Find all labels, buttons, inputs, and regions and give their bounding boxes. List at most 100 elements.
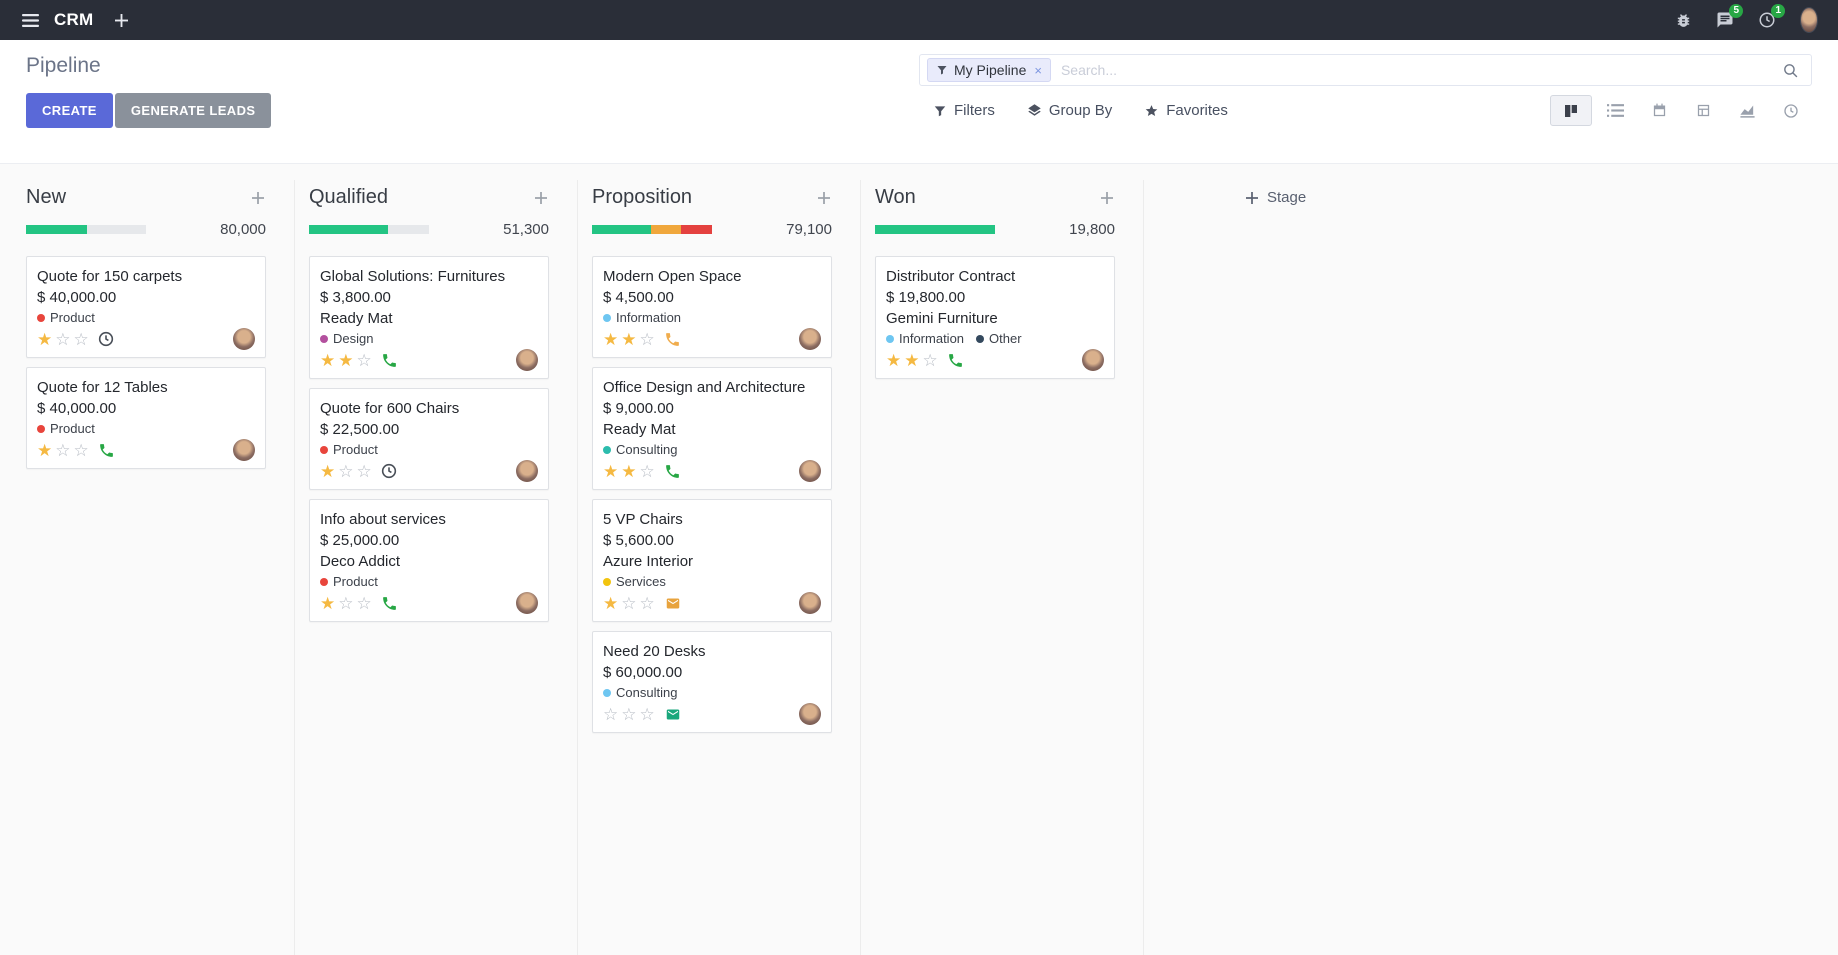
kanban-card[interactable]: Global Solutions: Furnitures $ 3,800.00 … [309,256,549,379]
star-filled-icon[interactable]: ★ [320,350,336,370]
card-avatar[interactable] [516,349,538,371]
star-empty-icon[interactable]: ☆ [922,350,938,370]
card-avatar[interactable] [233,328,255,350]
messages-button[interactable]: 5 [1710,4,1743,35]
star-empty-icon[interactable]: ☆ [639,704,655,724]
apps-menu-button[interactable] [14,4,46,36]
search-bar[interactable]: My Pipeline × [919,54,1812,86]
card-avatar[interactable] [233,439,255,461]
card-activity-button[interactable] [98,442,115,459]
star-empty-icon[interactable]: ☆ [338,593,354,613]
star-empty-icon[interactable]: ☆ [55,329,71,349]
star-empty-icon[interactable]: ☆ [338,461,354,481]
star-empty-icon[interactable]: ☆ [639,593,655,613]
star-filled-icon[interactable]: ★ [37,440,53,460]
column-progressbar[interactable] [309,225,429,234]
activities-button[interactable]: 1 [1752,4,1785,35]
column-add-record-button[interactable] [1099,190,1115,206]
card-avatar[interactable] [799,328,821,350]
star-filled-icon[interactable]: ★ [603,461,619,481]
star-filled-icon[interactable]: ★ [37,329,53,349]
star-filled-icon[interactable]: ★ [904,350,920,370]
view-calendar-button[interactable] [1638,95,1680,126]
column-title[interactable]: Qualified [309,186,388,208]
column-add-record-button[interactable] [250,190,266,206]
app-name[interactable]: CRM [54,10,94,29]
filters-button[interactable]: Filters [931,98,997,123]
star-empty-icon[interactable]: ☆ [639,329,655,349]
card-avatar[interactable] [516,460,538,482]
column-add-record-button[interactable] [816,190,832,206]
star-empty-icon[interactable]: ☆ [55,440,71,460]
star-empty-icon[interactable]: ☆ [603,704,619,724]
star-filled-icon[interactable]: ★ [603,329,619,349]
view-pivot-button[interactable] [1682,95,1724,126]
star-empty-icon[interactable]: ☆ [621,593,637,613]
card-activity-button[interactable] [664,463,681,480]
kanban-card[interactable]: Quote for 600 Chairs $ 22,500.00 Product… [309,388,549,490]
debug-button[interactable] [1668,5,1698,35]
create-button[interactable]: CREATE [26,93,113,128]
search-input[interactable] [1050,62,1780,78]
star-empty-icon[interactable]: ☆ [356,593,372,613]
card-avatar[interactable] [799,703,821,725]
star-empty-icon[interactable]: ☆ [73,440,89,460]
kanban-card[interactable]: 5 VP Chairs $ 5,600.00 Azure Interior Se… [592,499,832,622]
column-progressbar[interactable] [26,225,146,234]
user-menu-button[interactable] [1794,5,1824,35]
star-empty-icon[interactable]: ☆ [356,350,372,370]
star-filled-icon[interactable]: ★ [621,461,637,481]
column-title[interactable]: New [26,186,67,208]
column-progressbar[interactable] [592,225,712,234]
kanban-card[interactable]: Distributor Contract $ 19,800.00 Gemini … [875,256,1115,379]
card-activity-button[interactable] [664,707,682,722]
card-activity-button[interactable] [664,596,682,611]
card-avatar[interactable] [799,592,821,614]
view-kanban-button[interactable] [1550,95,1592,126]
star-filled-icon[interactable]: ★ [320,461,336,481]
view-graph-button[interactable] [1726,95,1768,126]
favorites-button[interactable]: Favorites [1142,98,1230,123]
star-empty-icon[interactable]: ☆ [73,329,89,349]
card-activity-button[interactable] [98,331,114,347]
progress-segment[interactable] [875,225,995,234]
column-title[interactable]: Proposition [592,186,693,208]
topbar-plus-button[interactable] [105,4,137,36]
progress-segment[interactable] [592,225,651,234]
group-by-button[interactable]: Group By [1025,98,1114,123]
view-activity-button[interactable] [1770,95,1812,126]
search-button[interactable] [1780,60,1801,81]
star-filled-icon[interactable]: ★ [320,593,336,613]
card-activity-button[interactable] [381,463,397,479]
facet-remove-button[interactable]: × [1034,62,1042,78]
card-avatar[interactable] [516,592,538,614]
kanban-card[interactable]: Need 20 Desks $ 60,000.00 Consulting ☆ ☆ ☆ [592,631,832,733]
column-add-record-button[interactable] [533,190,549,206]
column-progressbar[interactable] [875,225,995,234]
star-filled-icon[interactable]: ★ [603,593,619,613]
progress-segment[interactable] [26,225,88,234]
card-activity-button[interactable] [664,331,681,348]
kanban-card[interactable]: Quote for 12 Tables $ 40,000.00 Product … [26,367,266,469]
progress-segment[interactable] [680,225,712,234]
kanban-card[interactable]: Quote for 150 carpets $ 40,000.00 Produc… [26,256,266,358]
add-stage-button[interactable]: Stage [1240,188,1312,207]
card-activity-button[interactable] [381,595,398,612]
star-empty-icon[interactable]: ☆ [639,461,655,481]
kanban-card[interactable]: Info about services $ 25,000.00 Deco Add… [309,499,549,622]
star-empty-icon[interactable]: ☆ [356,461,372,481]
progress-segment[interactable] [309,225,389,234]
card-avatar[interactable] [1082,349,1104,371]
card-activity-button[interactable] [947,352,964,369]
view-list-button[interactable] [1594,95,1636,126]
star-filled-icon[interactable]: ★ [621,329,637,349]
generate-leads-button[interactable]: GENERATE LEADS [114,93,272,128]
star-filled-icon[interactable]: ★ [886,350,902,370]
card-avatar[interactable] [799,460,821,482]
search-facet[interactable]: My Pipeline × [927,58,1051,82]
kanban-card[interactable]: Modern Open Space $ 4,500.00 Information… [592,256,832,358]
star-filled-icon[interactable]: ★ [338,350,354,370]
progress-segment[interactable] [650,225,681,234]
card-activity-button[interactable] [381,352,398,369]
star-empty-icon[interactable]: ☆ [621,704,637,724]
